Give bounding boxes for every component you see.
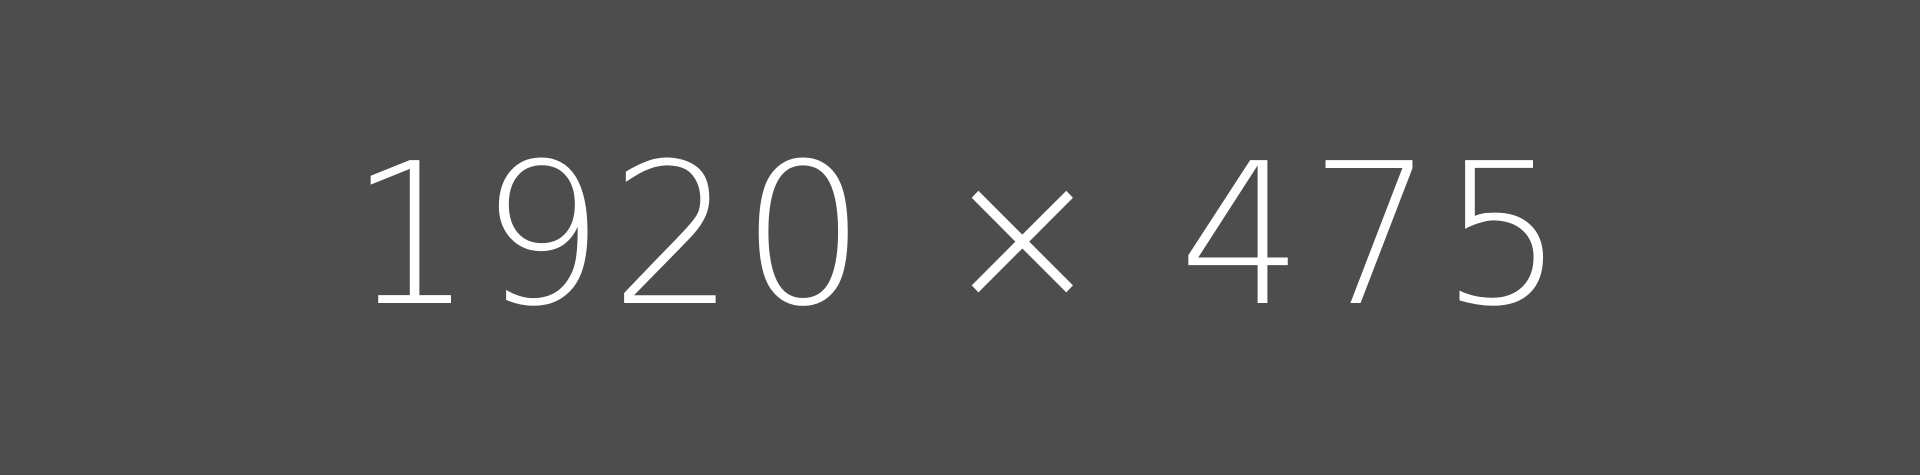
dimensions-label: 1920 × 475 bbox=[349, 121, 1571, 350]
